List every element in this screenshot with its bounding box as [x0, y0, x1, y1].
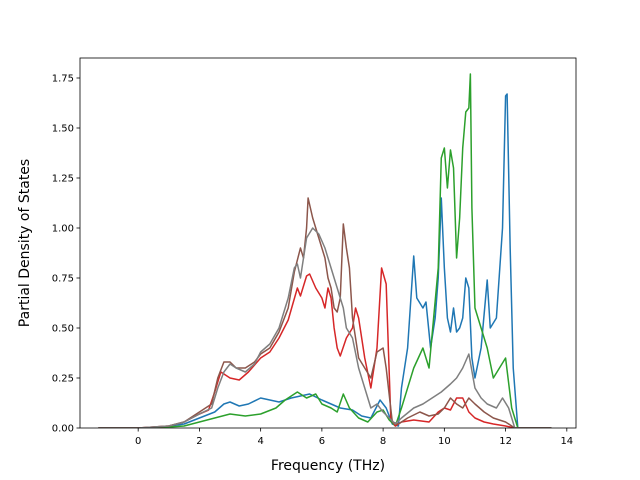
- series-line-5: [98, 227, 552, 428]
- x-axis: 0 2 4 6 8 10 12 14: [135, 428, 573, 447]
- y-tick-label: 1.50: [52, 124, 74, 135]
- x-tick-label: 12: [499, 436, 512, 447]
- plot-frame: [79, 57, 577, 429]
- x-tick-label: 0: [135, 436, 141, 447]
- y-tick-label: 1.25: [52, 174, 74, 185]
- y-axis-label: Partial Density of States: [17, 159, 33, 327]
- series-layer: [98, 73, 552, 428]
- series-line-3: [98, 267, 552, 428]
- y-tick-label: 1.75: [52, 74, 74, 85]
- x-axis-label: Frequency (THz): [271, 458, 385, 474]
- x-tick-label: 10: [438, 436, 451, 447]
- x-tick-label: 2: [196, 436, 202, 447]
- x-tick-label: 4: [257, 436, 263, 447]
- y-tick-label: 0.00: [52, 424, 74, 435]
- y-axis: 0.00 0.25 0.50 0.75 1.00 1.25 1.50 1.75: [52, 74, 80, 435]
- y-tick-label: 0.50: [52, 324, 74, 335]
- y-tick-label: 1.00: [52, 224, 74, 235]
- x-tick-label: 6: [319, 436, 325, 447]
- x-tick-label: 14: [560, 436, 573, 447]
- series-line-1: [98, 93, 552, 428]
- x-tick-label: 8: [380, 436, 386, 447]
- y-tick-label: 0.75: [52, 274, 74, 285]
- y-tick-label: 0.25: [52, 374, 74, 385]
- series-line-2: [98, 73, 552, 428]
